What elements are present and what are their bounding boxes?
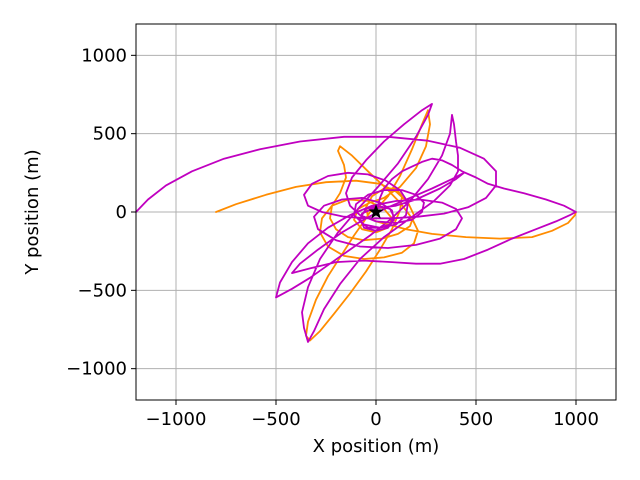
x-tick-label: 500 [459,409,493,430]
x-tick-label: −1000 [146,409,207,430]
trajectory-series-2 [135,103,577,343]
x-tick-label: −500 [251,409,300,430]
tick-layer: −1000 −500 0 500 1000 −1000 −500 0 500 1000 [66,45,599,430]
series-layer [135,103,577,343]
origin-star-marker [368,204,384,219]
x-tick-label: 1000 [553,409,599,430]
marker-layer [368,204,384,219]
y-tick-label: 0 [116,202,127,223]
y-axis-label: Y position (m) [22,149,43,275]
x-tick-label: 0 [370,409,381,430]
y-tick-label: 500 [93,124,127,145]
y-tick-label: 1000 [81,45,127,66]
y-tick-label: −1000 [66,359,127,380]
y-tick-label: −500 [78,280,127,301]
x-axis-label: X position (m) [313,436,440,457]
